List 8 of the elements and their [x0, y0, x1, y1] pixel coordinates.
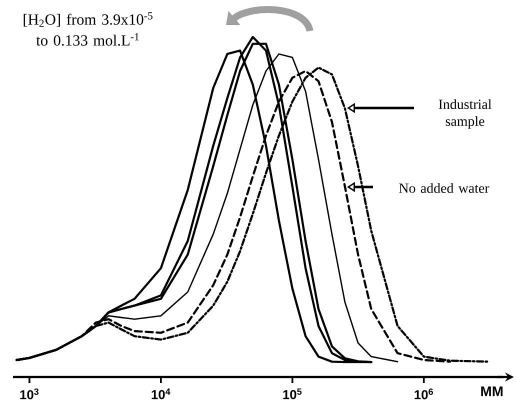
x-tick-label: 10$^{6}$ — [414, 388, 434, 400]
x-tick-label: 10$^{3}$ — [20, 388, 39, 400]
text: [H$_{2}$O] from 3.9x10$^{-5}$ to 0.133 mol.L$^{-1}$ — [24, 12, 152, 46]
x-axis-title: MM — [481, 386, 503, 396]
annotation: No added water — [399, 183, 490, 193]
x-tick-label: 10$^{5}$ — [283, 388, 302, 400]
annotation: Industrial sample — [438, 99, 492, 129]
x-tick-label: 10$^{4}$ — [152, 388, 170, 400]
